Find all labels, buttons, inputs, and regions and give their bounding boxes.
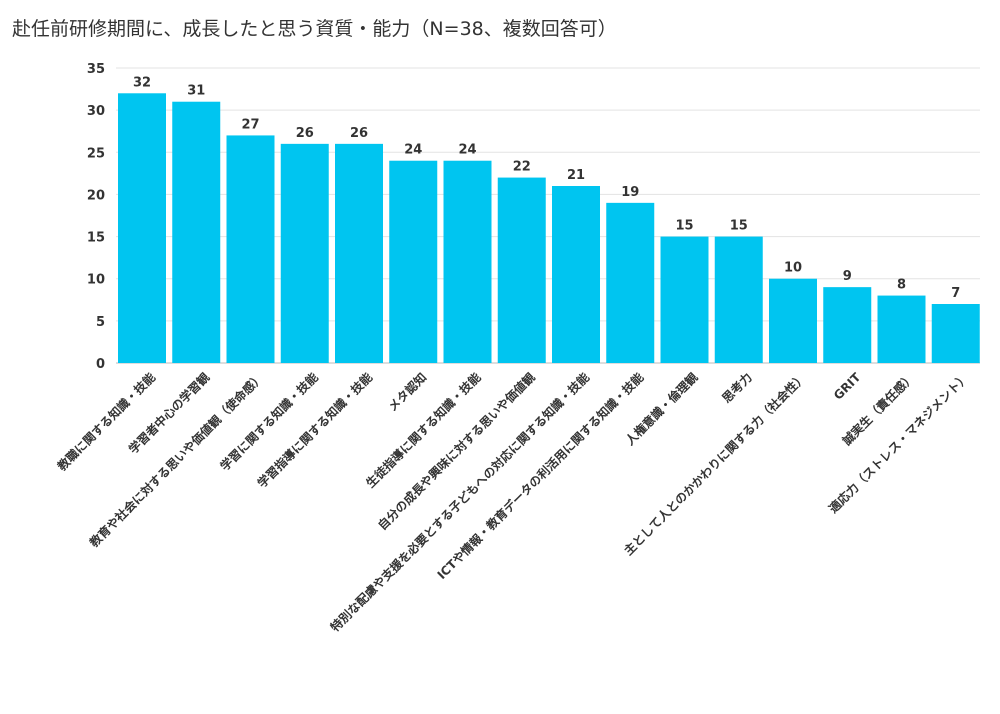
chart-title: 赴任前研修期間に、成長したと思う資質・能力（N=38、複数回答可） (12, 18, 617, 40)
y-tick-label: 25 (87, 146, 105, 161)
data-label: 21 (567, 168, 585, 183)
bar (552, 186, 600, 363)
x-tick-label: 思考力 (719, 370, 755, 406)
data-label: 10 (784, 261, 802, 276)
bar (226, 135, 275, 363)
y-tick-label: 0 (96, 357, 105, 372)
x-tick-label: GRIT (831, 370, 864, 403)
x-tick-label: 特別な配慮や支援を必要とする子どもへの対応に関する知識・技能 (327, 370, 592, 635)
data-label: 24 (458, 143, 476, 158)
y-tick-label: 15 (87, 231, 105, 246)
x-tick-label: 教職に関する知識・技能 (53, 370, 158, 475)
x-tick-label: 学習に関する知識・技能 (217, 370, 321, 474)
bar (443, 160, 492, 363)
y-tick-label: 30 (87, 104, 105, 119)
y-tick-label: 35 (87, 62, 105, 77)
bar (823, 287, 872, 363)
bar (931, 304, 980, 363)
x-tick-label: 主として人とのかかわりに関する力（社会性） (621, 370, 809, 558)
data-label: 26 (296, 126, 314, 141)
data-label: 9 (843, 269, 852, 284)
data-label: 15 (675, 219, 693, 234)
data-label: 22 (513, 160, 531, 175)
bar (769, 278, 817, 363)
bar (335, 143, 383, 363)
data-label: 27 (241, 117, 259, 132)
x-tick-label: ICTや情報・教育データの利活用に関する知識・技能 (434, 370, 646, 582)
data-label: 19 (621, 185, 639, 200)
data-label: 32 (133, 75, 151, 90)
x-tick-label: 生徒指導に関する知識・技能 (363, 370, 484, 491)
data-label: 7 (951, 286, 960, 301)
bar (118, 93, 166, 364)
y-tick-label: 5 (96, 315, 105, 330)
y-tick-label: 10 (87, 273, 105, 288)
data-label: 26 (350, 126, 368, 141)
bar (714, 236, 763, 363)
data-label: 24 (404, 143, 422, 158)
data-label: 31 (187, 84, 205, 99)
x-tick-label: メタ認知 (385, 370, 430, 415)
data-label: 8 (897, 278, 906, 293)
bar (172, 101, 221, 363)
bar (280, 143, 329, 363)
bar (877, 295, 926, 363)
data-label: 15 (730, 219, 748, 234)
bar (660, 236, 709, 363)
bar (606, 202, 655, 363)
x-tick-label: 学習指導に関する知識・技能 (254, 370, 375, 491)
bar (497, 177, 546, 363)
bar (389, 160, 438, 363)
y-tick-label: 20 (87, 188, 105, 203)
